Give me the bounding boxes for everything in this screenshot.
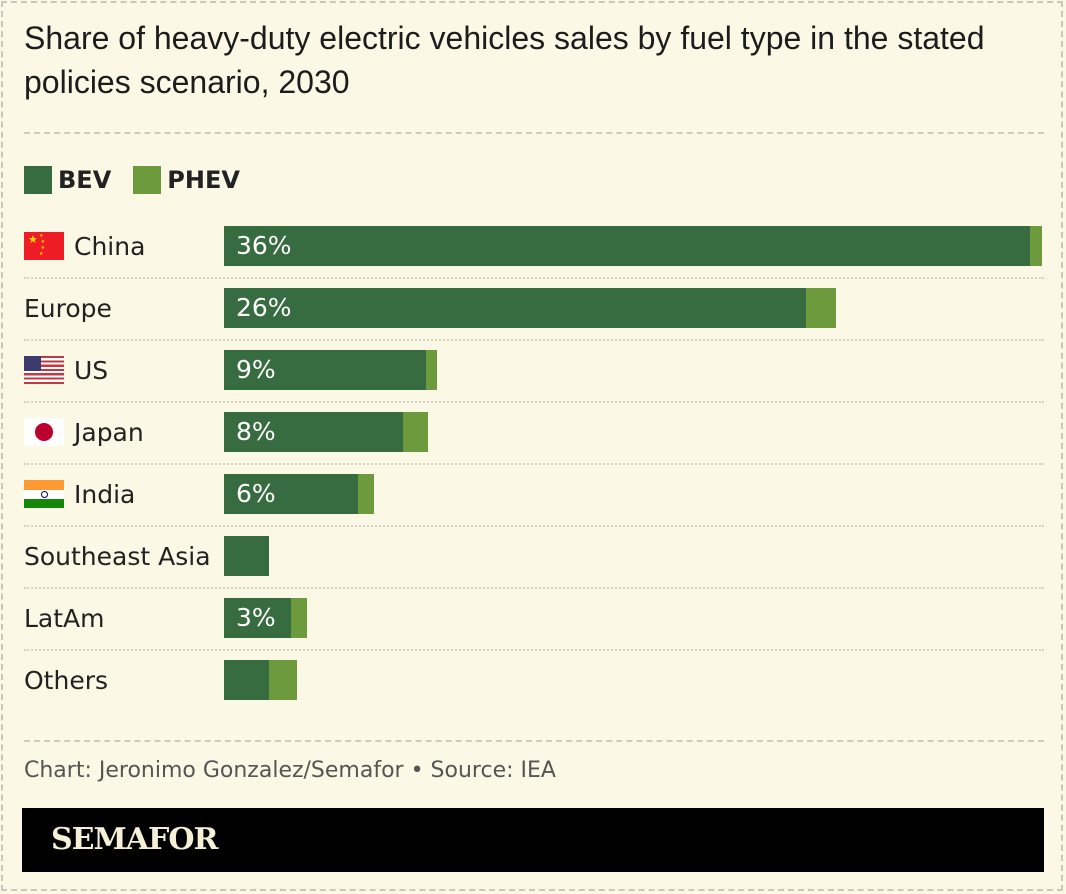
divider xyxy=(24,132,1044,134)
bar-bev xyxy=(224,226,1031,266)
category-label: Others xyxy=(24,660,108,700)
category-label: Europe xyxy=(24,288,112,328)
bar-phev xyxy=(425,350,437,390)
bar-row: Europe 26% xyxy=(24,288,1044,350)
legend-label: PHEV xyxy=(167,166,240,194)
category-text: Others xyxy=(24,665,109,695)
bar-row: LatAm 3% xyxy=(24,598,1044,660)
data-label: 26% xyxy=(236,293,292,322)
bar-phev xyxy=(806,288,836,328)
category-text: Japan xyxy=(74,417,144,447)
bar-bev xyxy=(224,660,269,700)
semafor-logo: SEMAFOR xyxy=(22,808,1044,872)
bar-bev xyxy=(224,536,269,576)
row-separator xyxy=(24,587,1044,589)
legend-swatch-bev xyxy=(24,166,52,194)
row-separator xyxy=(24,339,1044,341)
row-separator xyxy=(24,649,1044,651)
us-flag-icon xyxy=(24,356,64,384)
row-separator xyxy=(24,277,1044,279)
category-label: India xyxy=(24,474,135,514)
bar-row: ★ ★ ★ ★ ★ China 36% xyxy=(24,226,1044,288)
category-text: Southeast Asia xyxy=(24,541,211,571)
category-text: China xyxy=(74,231,146,261)
bar-bev xyxy=(224,474,359,514)
divider xyxy=(24,740,1044,742)
bar-row: Japan 8% xyxy=(24,412,1044,474)
legend-label: BEV xyxy=(58,166,112,194)
row-separator xyxy=(24,463,1044,465)
legend-item-phev: PHEV xyxy=(133,166,240,194)
bar-row: Southeast Asia xyxy=(24,536,1044,598)
legend: BEV PHEV xyxy=(24,166,262,194)
bar-phev xyxy=(268,660,297,700)
category-label: LatAm xyxy=(24,598,105,638)
bar-phev xyxy=(403,412,428,452)
japan-flag-icon xyxy=(24,418,64,446)
bar-bev xyxy=(224,412,404,452)
data-label: 9% xyxy=(236,355,276,384)
chart-title: Share of heavy-duty electric vehicles sa… xyxy=(24,20,985,100)
legend-swatch-phev xyxy=(133,166,162,194)
data-label: 8% xyxy=(236,417,276,446)
bar-row: India 6% xyxy=(24,474,1044,536)
category-label: Southeast Asia xyxy=(24,536,211,576)
bar-phev xyxy=(1030,226,1042,266)
china-flag-icon: ★ ★ ★ ★ ★ xyxy=(24,232,64,260)
category-text: LatAm xyxy=(24,603,105,633)
category-label: ★ ★ ★ ★ ★ China xyxy=(24,226,145,266)
logo-text: SEMAFOR xyxy=(51,822,218,857)
category-text: India xyxy=(74,479,136,509)
bar-bev xyxy=(224,288,807,328)
category-text: Europe xyxy=(24,293,112,323)
legend-item-bev: BEV xyxy=(24,166,111,194)
bar-row: Others xyxy=(24,660,1044,722)
data-label: 3% xyxy=(236,603,276,632)
bar-phev xyxy=(291,598,307,638)
category-label: Japan xyxy=(24,412,144,452)
bar-bev xyxy=(224,598,292,638)
row-separator xyxy=(24,525,1044,527)
bar-phev xyxy=(358,474,375,514)
data-label: 6% xyxy=(236,479,276,508)
bar-bev xyxy=(224,350,426,390)
india-flag-icon xyxy=(24,480,64,508)
row-separator xyxy=(24,401,1044,403)
category-text: US xyxy=(74,355,109,385)
bar-row: US 9% xyxy=(24,350,1044,412)
credit: Chart: Jeronimo Gonzalez/Semafor • Sourc… xyxy=(24,758,556,783)
data-label: 36% xyxy=(236,231,292,260)
category-label: US xyxy=(24,350,108,390)
